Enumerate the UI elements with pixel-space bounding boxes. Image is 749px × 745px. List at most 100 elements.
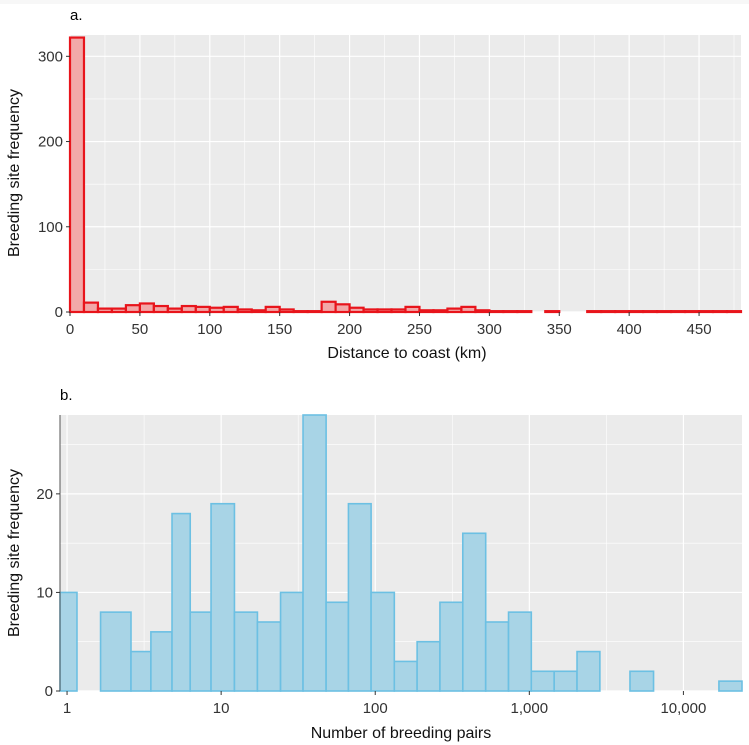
panel-a-label: a. xyxy=(70,7,83,24)
panel-a-bar xyxy=(194,305,211,314)
panel-b-bar xyxy=(416,640,441,692)
panel-a-bar xyxy=(725,310,743,314)
panel-a-bar xyxy=(544,310,561,314)
panel-b-x-tick-label: 1,000 xyxy=(511,700,549,717)
panel-a-bar xyxy=(166,307,183,314)
panel-a-bar xyxy=(656,310,673,314)
panel-a-x-axis-title: Distance to coast (km) xyxy=(327,345,486,362)
panel-a-x-tick-label: 450 xyxy=(687,321,712,338)
panel-a: a. 0 100 200 300 0 50 100 150 200 250 300 350 400 45… xyxy=(6,7,743,362)
panel-b-x-tick-label: 1 xyxy=(63,700,71,717)
panel-a-y-tick-label: 300 xyxy=(38,48,63,65)
panel-b-bar xyxy=(484,621,510,692)
panel-b-y-tick-label: 10 xyxy=(36,584,53,601)
panel-a-x-tick-label: 200 xyxy=(337,321,362,338)
panel-b-bar xyxy=(370,591,396,692)
panel-a-bar xyxy=(614,310,631,314)
panel-a-bar xyxy=(110,307,128,314)
panel-b-x-ticks: 1 10 100 1,000 10,000 xyxy=(63,691,706,717)
panel-a-bar xyxy=(516,310,533,314)
panel-a-bar xyxy=(250,309,267,314)
panel-a-bar xyxy=(222,305,239,314)
panel-b-bar xyxy=(553,670,578,692)
panel-b-bar xyxy=(130,650,152,692)
panel-a-bar xyxy=(152,304,169,314)
panel-a-x-tick-label: 300 xyxy=(477,321,502,338)
panel-a-bar xyxy=(292,310,309,314)
panel-a-bar xyxy=(404,305,421,314)
panel-a-x-tick-label: 100 xyxy=(197,321,222,338)
panel-b-bar xyxy=(233,611,259,692)
panel-b-bar xyxy=(576,650,601,692)
panel-b-bar xyxy=(210,502,236,692)
panel-b: b. 0 10 20 1 10 100 1,000 10,000 Number of bre… xyxy=(6,387,743,742)
panel-b-y-axis-title: Breeding site frequency xyxy=(6,469,23,637)
panel-a-y-axis-title: Breeding site frequency xyxy=(6,89,23,257)
panel-b-bar xyxy=(530,670,555,692)
panel-a-bar xyxy=(320,300,337,314)
panel-a-bar xyxy=(180,304,197,314)
panel-a-bar xyxy=(586,310,603,314)
panel-a-grid xyxy=(69,35,741,313)
panel-a-bar xyxy=(362,308,379,314)
panel-a-bar xyxy=(82,301,100,314)
panel-a-bar xyxy=(628,310,645,314)
panel-b-y-tick-label: 0 xyxy=(45,683,53,700)
panel-a-x-tick-label: 150 xyxy=(267,321,292,338)
panel-a-bar xyxy=(474,309,491,314)
top-strip xyxy=(0,0,749,4)
panel-b-bar xyxy=(393,660,418,692)
panel-a-bar xyxy=(96,307,114,314)
panel-a-bar xyxy=(488,310,505,314)
panel-a-y-tick-label: 200 xyxy=(38,134,63,151)
panel-a-plot-background xyxy=(70,35,741,312)
panel-b-bar xyxy=(150,631,173,692)
panel-a-bar xyxy=(600,310,617,314)
panel-a-x-ticks: 0 50 100 150 200 250 300 350 400 450 xyxy=(66,312,712,338)
panel-a-bar xyxy=(68,36,86,314)
panel-a-bar xyxy=(683,310,701,314)
panel-a-x-tick-label: 50 xyxy=(132,321,149,338)
panel-b-bar xyxy=(256,621,282,692)
panel-a-y-tick-label: 0 xyxy=(55,304,63,321)
panel-a-bar xyxy=(264,305,281,314)
panel-a-bar xyxy=(670,310,687,314)
panel-a-bar xyxy=(236,308,253,314)
panel-b-y-ticks: 0 10 20 xyxy=(36,415,61,700)
panel-b-label: b. xyxy=(60,387,73,404)
panel-b-bar xyxy=(347,502,372,692)
panel-a-bar xyxy=(418,309,435,314)
panel-a-bar xyxy=(390,308,407,314)
panel-a-bar xyxy=(306,310,323,314)
panel-b-bar xyxy=(439,601,464,692)
panel-a-bar xyxy=(502,310,519,314)
panel-a-bar xyxy=(642,310,659,314)
panel-a-x-tick-label: 0 xyxy=(66,321,74,338)
panel-b-x-tick-label: 100 xyxy=(363,700,388,717)
panel-b-bar xyxy=(461,532,487,692)
panel-a-bar xyxy=(138,302,155,314)
panel-a-bar xyxy=(460,305,477,314)
panel-a-bar xyxy=(334,303,351,314)
panel-b-bar xyxy=(507,611,533,692)
panel-a-bar xyxy=(208,306,225,314)
panel-a-bar xyxy=(432,309,449,314)
panel-b-bar xyxy=(302,414,327,692)
panel-a-y-ticks: 0 100 200 300 xyxy=(38,48,70,321)
panel-b-x-tick-label: 10,000 xyxy=(660,700,706,717)
panel-b-x-axis-title: Number of breeding pairs xyxy=(311,725,492,742)
panel-a-bar xyxy=(348,306,365,314)
panel-a-bars xyxy=(68,36,743,314)
panel-a-y-tick-label: 100 xyxy=(38,219,63,236)
panel-b-y-tick-label: 20 xyxy=(36,486,53,503)
panel-b-bar xyxy=(279,591,304,692)
panel-b-x-tick-label: 10 xyxy=(213,700,230,717)
panel-a-bar xyxy=(376,308,393,314)
panel-a-bar xyxy=(124,304,141,314)
panel-b-bar xyxy=(59,591,78,692)
panel-a-x-tick-label: 250 xyxy=(407,321,432,338)
panel-b-bars xyxy=(59,414,743,692)
panel-a-bar xyxy=(446,307,463,314)
panel-b-bar xyxy=(629,670,655,692)
